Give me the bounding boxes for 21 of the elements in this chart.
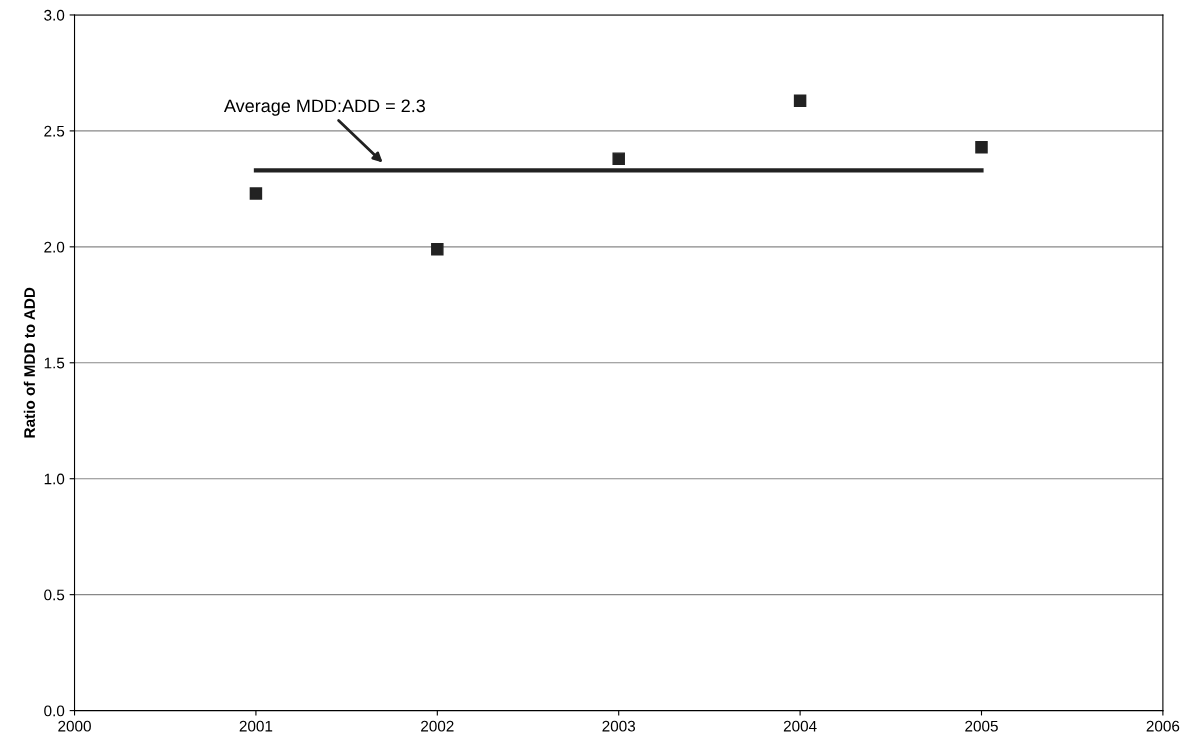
y-axis-title: Ratio of MDD to ADD [23, 287, 35, 438]
x-tick-label: 2005 [965, 720, 998, 732]
x-tick-label: 2000 [58, 720, 91, 732]
x-tick-label: 2004 [783, 720, 817, 732]
y-tick-label: 1.5 [44, 357, 65, 369]
y-tick-label: 0.5 [44, 589, 65, 601]
point [612, 152, 625, 165]
y-tick-label: 1.0 [44, 473, 65, 485]
point [975, 140, 988, 154]
y-tick-label: 2.0 [44, 241, 65, 253]
point [431, 242, 444, 256]
y-tick-label: 2.5 [44, 125, 65, 137]
x-tick-label: 2001 [239, 720, 273, 732]
y-tick-label: 3.0 [44, 9, 65, 21]
x-tick-label: 2002 [421, 720, 454, 732]
x-tick-label: 2006 [1146, 720, 1180, 732]
x-tick-label: 2003 [602, 720, 636, 732]
point [793, 94, 807, 108]
point [249, 187, 263, 200]
annotation: Average MDD:ADD = 2.3 [223, 99, 425, 116]
y-tick-label: 0.0 [44, 705, 65, 717]
